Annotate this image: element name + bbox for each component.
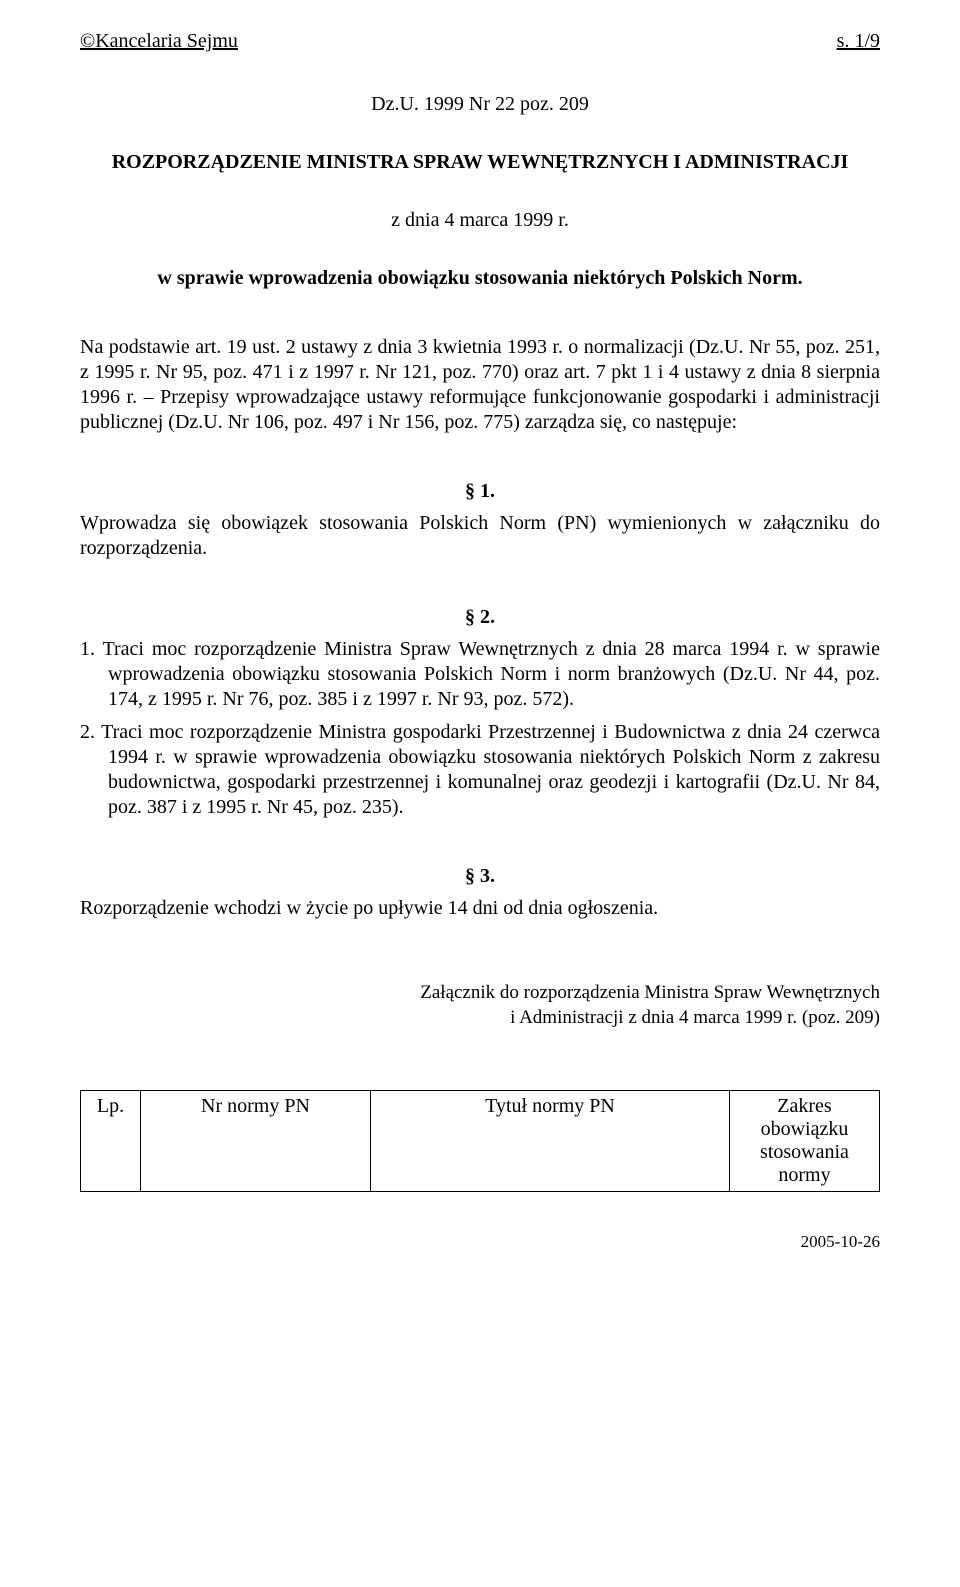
col-lp-header: Lp. xyxy=(81,1091,141,1192)
section-3-number: § 3. xyxy=(80,865,880,888)
table-header-row: Lp. Nr normy PN Tytuł normy PN Zakres ob… xyxy=(81,1091,880,1192)
attachment-heading: Załącznik do rozporządzenia Ministra Spr… xyxy=(80,981,880,1030)
header-right: s. 1/9 xyxy=(837,30,880,53)
header-left: ©Kancelaria Sejmu xyxy=(80,30,238,53)
preamble-text: Na podstawie art. 19 ust. 2 ustawy z dni… xyxy=(80,335,880,435)
section-2-item-2: 2. Traci moc rozporządzenie Ministra gos… xyxy=(80,720,880,820)
footer-date: 2005-10-26 xyxy=(80,1232,880,1252)
section-2-body: 1. Traci moc rozporządzenie Ministra Spr… xyxy=(80,637,880,820)
document-subject: w sprawie wprowadzenia obowiązku stosowa… xyxy=(80,267,880,290)
attachment-line-2: i Administracji z dnia 4 marca 1999 r. (… xyxy=(80,1006,880,1031)
section-2-item-1: 1. Traci moc rozporządzenie Ministra Spr… xyxy=(80,637,880,712)
page-header: ©Kancelaria Sejmu s. 1/9 xyxy=(80,30,880,53)
norms-table: Lp. Nr normy PN Tytuł normy PN Zakres ob… xyxy=(80,1090,880,1192)
document-title: ROZPORZĄDZENIE MINISTRA SPRAW WEWNĘTRZNY… xyxy=(80,151,880,174)
document-page: ©Kancelaria Sejmu s. 1/9 Dz.U. 1999 Nr 2… xyxy=(0,0,960,1292)
col-zakres-header: Zakres obowiązku stosowania normy xyxy=(730,1091,880,1192)
section-2-number: § 2. xyxy=(80,606,880,629)
col-nr-header: Nr normy PN xyxy=(141,1091,371,1192)
section-1-number: § 1. xyxy=(80,480,880,503)
attachment-line-1: Załącznik do rozporządzenia Ministra Spr… xyxy=(80,981,880,1006)
document-reference: Dz.U. 1999 Nr 22 poz. 209 xyxy=(80,93,880,116)
section-1-body: Wprowadza się obowiązek stosowania Polsk… xyxy=(80,511,880,561)
document-date: z dnia 4 marca 1999 r. xyxy=(80,209,880,232)
col-tytul-header: Tytuł normy PN xyxy=(371,1091,730,1192)
section-3-body: Rozporządzenie wchodzi w życie po upływi… xyxy=(80,896,880,921)
